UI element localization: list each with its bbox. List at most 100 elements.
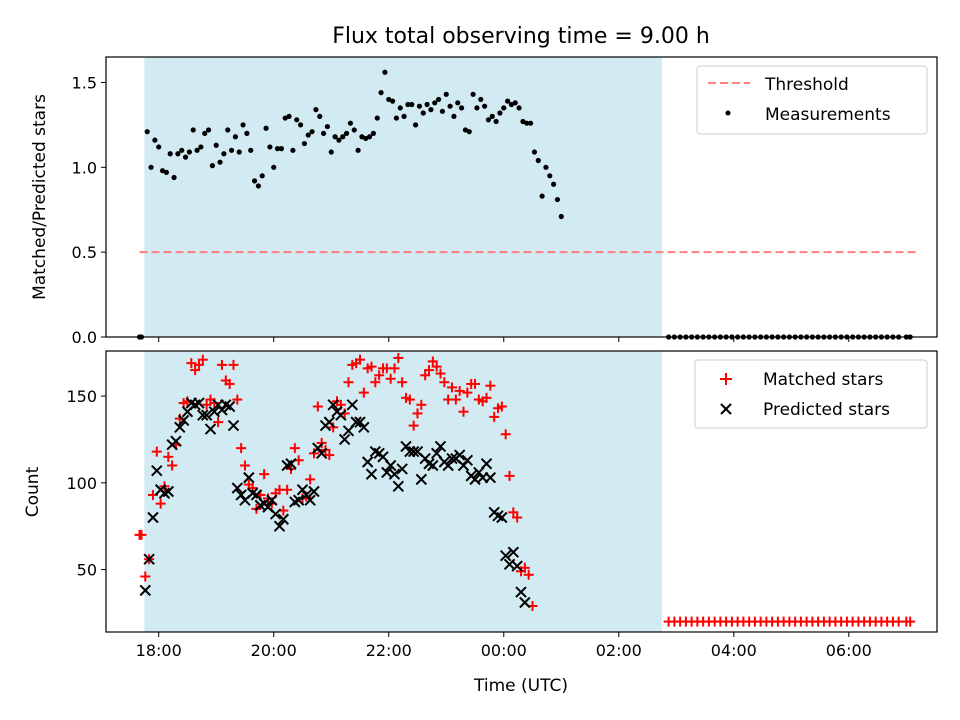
measurement-point	[481, 103, 488, 109]
legend-swatch-matched	[720, 373, 732, 385]
matched-star-point	[289, 443, 300, 454]
measurement-point	[435, 96, 442, 103]
predicted-star-point	[434, 440, 447, 453]
measurement-point	[401, 113, 407, 119]
matched-star-point	[519, 562, 530, 573]
measurement-point	[374, 115, 380, 121]
measurement-point	[213, 142, 219, 148]
matched-star-point	[450, 394, 461, 405]
measurement-point	[156, 144, 162, 150]
measurement-point	[470, 91, 476, 97]
predicted-star-point	[519, 596, 531, 609]
predicted-star-point	[147, 511, 159, 524]
measurement-point	[409, 101, 415, 108]
predicted-star-point	[273, 520, 286, 532]
measurement-point	[524, 120, 530, 126]
predicted-star-point	[335, 409, 347, 421]
predicted-star-point	[446, 452, 458, 465]
predicted-star-point	[388, 468, 401, 480]
matched-star-point	[470, 378, 481, 389]
matched-star-point	[447, 382, 458, 393]
measurement-point	[179, 147, 185, 153]
y-tick-label: 0.5	[72, 243, 97, 262]
predicted-star-point	[151, 464, 163, 477]
matched-star-point	[512, 512, 523, 523]
y-tick-label: 1.5	[72, 73, 97, 92]
measurement-point	[478, 96, 484, 103]
matched-star-point	[420, 370, 431, 381]
measurement-point	[340, 134, 346, 140]
legend-swatch-measurements	[725, 110, 731, 116]
matched-star-point	[343, 377, 354, 388]
measurement-point	[336, 137, 342, 143]
measurement-point	[370, 130, 377, 136]
measurement-point	[309, 129, 315, 135]
measurement-point	[428, 107, 434, 113]
matched-star-point	[224, 378, 235, 389]
predicted-star-point	[170, 435, 182, 447]
matched-star-point	[190, 365, 201, 376]
y-tick-label: 50	[77, 561, 97, 580]
predicted-star-point	[243, 471, 255, 484]
predicted-star-point	[204, 423, 217, 435]
predicted-star-point	[304, 494, 316, 506]
measurement-point	[205, 127, 212, 133]
measurement-point	[313, 107, 319, 113]
predicted-star-point	[480, 458, 493, 470]
measurement-point	[451, 113, 457, 119]
matched-star-point	[489, 411, 500, 422]
predicted-star-point	[427, 459, 439, 472]
matched-star-point	[435, 368, 446, 379]
matched-star-point	[427, 356, 438, 367]
measurement-point	[420, 110, 426, 116]
predicted-star-point	[197, 409, 209, 421]
matched-star-point	[213, 417, 224, 428]
matched-star-point	[228, 359, 239, 370]
y-axis-label: Count	[23, 466, 43, 517]
measurement-point	[539, 193, 545, 199]
measurement-point	[493, 118, 499, 125]
matched-star-point	[374, 370, 385, 381]
matched-star-point	[236, 443, 247, 454]
measurement-point	[259, 173, 265, 179]
measurement-point	[497, 110, 503, 116]
matched-star-point	[496, 401, 507, 412]
plot-frame	[105, 350, 938, 633]
legend-label-matched: Matched stars	[763, 370, 883, 390]
measurement-point	[355, 147, 361, 153]
matched-star-point	[412, 408, 423, 419]
legend-box	[694, 359, 928, 429]
matched-star-point	[389, 363, 400, 374]
measurement-point	[516, 105, 522, 111]
measurement-point	[501, 105, 507, 111]
matched-star-point	[193, 359, 204, 370]
measurement-point	[455, 100, 461, 106]
matched-star-point	[416, 399, 427, 410]
y-tick-label: 1.0	[72, 158, 97, 177]
matched-star-point	[216, 359, 227, 370]
predicted-star-point	[231, 482, 244, 494]
measurement-point	[505, 98, 511, 104]
measurement-point	[382, 69, 388, 75]
matched-star-point	[439, 377, 450, 388]
matched-star-point	[140, 571, 151, 582]
matched-star-point	[358, 387, 369, 398]
matched-star-point	[905, 616, 916, 627]
matched-star-point	[155, 498, 166, 509]
matched-star-point	[385, 373, 396, 384]
matched-star-point	[404, 394, 415, 405]
measurement-point	[294, 117, 300, 123]
measurement-point	[225, 127, 231, 133]
measurement-point	[163, 169, 169, 175]
measurement-point	[551, 181, 557, 187]
predicted-star-point	[292, 494, 305, 506]
predicted-star-point	[396, 463, 408, 475]
measurement-point	[328, 149, 334, 155]
measurement-point	[389, 98, 396, 104]
predicted-star-point	[174, 421, 186, 434]
y-tick-label: 0.0	[72, 328, 97, 347]
measurement-point	[290, 147, 296, 153]
matched-star-point	[408, 420, 419, 431]
matched-star-point	[508, 507, 519, 518]
